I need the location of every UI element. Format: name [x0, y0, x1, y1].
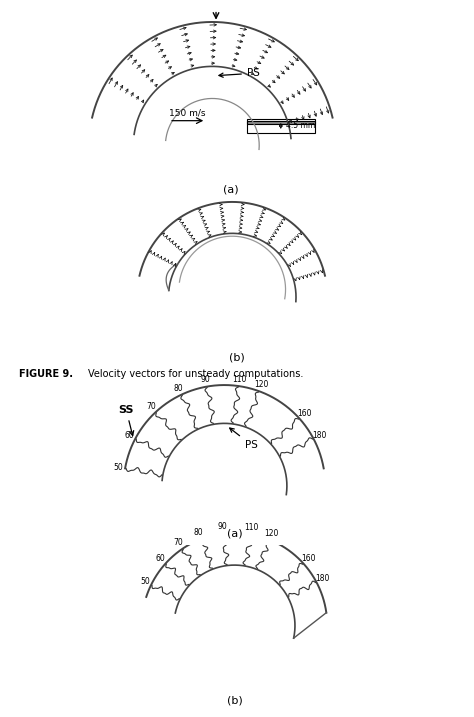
Text: SS: SS: [118, 405, 134, 435]
Text: 180: 180: [312, 431, 327, 440]
Text: 90: 90: [201, 375, 210, 384]
Text: 60: 60: [155, 554, 165, 564]
Text: 50: 50: [113, 462, 123, 472]
Text: (a): (a): [227, 528, 242, 538]
Text: PS: PS: [230, 428, 257, 450]
Text: PS: PS: [219, 68, 260, 78]
Text: 120: 120: [254, 380, 268, 389]
Text: 70: 70: [146, 402, 155, 412]
Text: (b): (b): [229, 353, 245, 363]
Text: 110: 110: [245, 523, 259, 532]
Text: 110: 110: [232, 374, 246, 384]
Text: 90: 90: [218, 522, 227, 531]
Text: 150 m/s: 150 m/s: [169, 109, 206, 118]
Text: 160: 160: [301, 554, 316, 564]
Text: (b): (b): [227, 695, 242, 706]
Text: FIGURE 9.: FIGURE 9.: [19, 369, 73, 379]
Text: 80: 80: [194, 528, 203, 537]
Text: 180: 180: [315, 574, 330, 583]
Text: 80: 80: [174, 384, 183, 393]
Text: 70: 70: [174, 538, 183, 547]
Text: 120: 120: [264, 528, 279, 538]
Bar: [247, 121, 315, 124]
Text: 4.5 mm: 4.5 mm: [286, 121, 315, 130]
Text: 60: 60: [124, 431, 134, 440]
Text: (a): (a): [223, 184, 238, 194]
Text: Velocity vectors for unsteady computations.: Velocity vectors for unsteady computatio…: [88, 369, 303, 379]
Bar: [247, 119, 315, 133]
Text: 160: 160: [297, 409, 312, 418]
Text: 50: 50: [140, 577, 150, 587]
